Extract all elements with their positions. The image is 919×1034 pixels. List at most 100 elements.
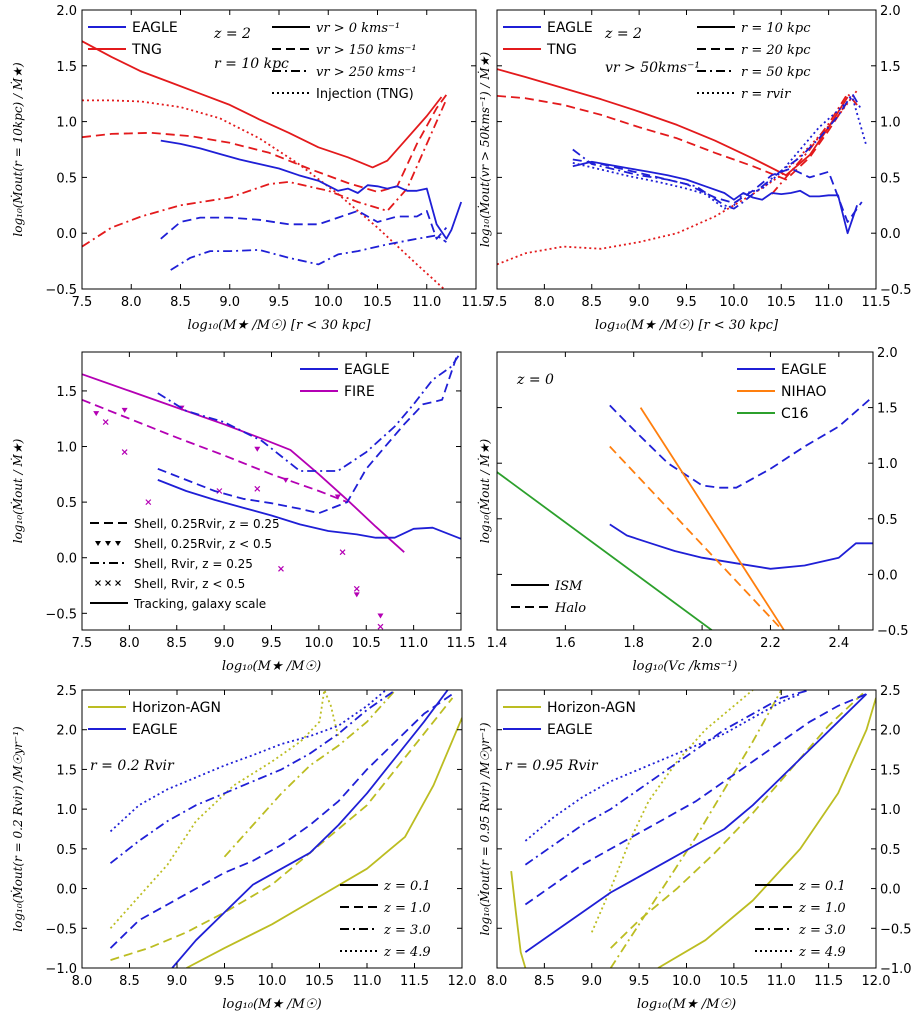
series-line <box>157 479 461 540</box>
legend: EAGLE TNG vr > 0 kms⁻¹ vr > 150 kms⁻¹ vr > 2… <box>88 20 417 102</box>
x-tick-label: 9.0 <box>629 295 650 310</box>
marker-triangle <box>254 446 261 452</box>
y-tick-label: 1.0 <box>880 803 901 818</box>
x-axis-label: log₁₀(Vc /kms⁻¹) <box>632 659 737 674</box>
legend-label: z = 0.1 <box>798 879 846 894</box>
series-group <box>510 690 876 968</box>
x-tick-label: 9.5 <box>214 974 235 989</box>
y-tick-label: 0.5 <box>56 843 77 858</box>
x-axis-label: log₁₀(M★ /M☉) [r < 30 kpc] <box>187 318 371 333</box>
y-tick-label: 0.0 <box>880 883 901 898</box>
legend-marker-triangle <box>115 541 121 546</box>
series-line <box>572 92 863 210</box>
marker-triangle <box>377 613 384 619</box>
x-tick-label: 10.0 <box>304 636 333 651</box>
legend-marker-cross <box>115 580 121 586</box>
y-tick-label: 0.0 <box>56 552 77 567</box>
legend-label: EAGLE <box>132 722 178 738</box>
series-line <box>609 690 783 968</box>
y-tick-label: −1.0 <box>880 962 912 977</box>
x-tick-label: 10.5 <box>352 636 381 651</box>
series-group <box>497 395 873 630</box>
y-tick-label: 0.0 <box>56 883 77 898</box>
legend-label: Shell, Rvir, z = 0.25 <box>134 557 253 571</box>
x-tick-label: 1.6 <box>555 636 576 651</box>
legend-label: vr > 250 kms⁻¹ <box>316 65 417 80</box>
x-tick-label: 1.8 <box>623 636 644 651</box>
legend-label: z = 3.0 <box>798 923 846 938</box>
series-group <box>109 690 462 968</box>
series-line <box>82 94 448 193</box>
marker-cross <box>353 585 360 592</box>
x-tick-label: 8.5 <box>534 974 555 989</box>
marker-cross <box>121 449 128 456</box>
marker-cross <box>102 419 109 425</box>
series-line <box>771 92 858 195</box>
legend-label: z = 1.0 <box>383 901 431 916</box>
x-tick-label: 12.0 <box>862 974 891 989</box>
legend-label: r = 50 kpc <box>741 65 811 80</box>
series-line <box>572 158 863 223</box>
y-tick-label: 0.0 <box>877 568 898 583</box>
x-tick-label: 1.4 <box>487 636 508 651</box>
x-tick-label: 10.5 <box>363 295 392 310</box>
x-tick-label: 11.5 <box>814 974 843 989</box>
legend-label: Tracking, galaxy scale <box>133 597 266 611</box>
x-tick-label: 9.0 <box>219 295 240 310</box>
legend-marker-cross <box>105 580 111 586</box>
marker-cross <box>254 485 261 492</box>
series-line <box>186 717 462 968</box>
y-axis-label: log₁₀(Ṁout(r = 0.95 Rvir) /M☉yr⁻¹) <box>477 722 492 935</box>
y-tick-label: 2.0 <box>877 346 898 361</box>
y-tick-label: −0.5 <box>877 624 909 639</box>
legend: EAGLE FIRE Shell, 0.25Rvir, z = 0.25 Shell,… <box>90 362 390 611</box>
x-tick-label: 10.5 <box>305 974 334 989</box>
legend-marker-cross <box>95 580 101 586</box>
series-group <box>82 40 463 289</box>
y-tick-label: −0.5 <box>45 607 77 622</box>
x-tick-label: 9.0 <box>581 974 602 989</box>
x-tick-label: 11.5 <box>462 295 491 310</box>
legend-label: r = rvir <box>741 87 791 102</box>
y-tick-label: −1.0 <box>45 962 77 977</box>
series-line <box>157 357 458 515</box>
y-tick-label: 0.5 <box>880 171 901 186</box>
legend: Horizon-AGN EAGLE z = 0.1 z = 1.0 z = 3.0 z =… <box>503 700 846 960</box>
legend-label: z = 1.0 <box>798 901 846 916</box>
series-line <box>609 395 873 489</box>
panel-p4: 1.4 1.6 1.8 2.0 2.2 2.4 −0.5 0.0 0.5 1.0 1.5 2.0 log… <box>477 346 909 674</box>
x-tick-label: 8.5 <box>166 636 187 651</box>
x-tick-label: 10.0 <box>719 295 748 310</box>
marker-cross <box>339 549 346 556</box>
legend-label: C16 <box>781 406 809 422</box>
y-tick-label: 1.5 <box>877 402 898 417</box>
legend-label: Horizon-AGN <box>132 700 221 716</box>
x-tick-label: 8.0 <box>534 295 555 310</box>
x-tick-label: 9.0 <box>214 636 235 651</box>
x-tick-label: 7.5 <box>487 295 508 310</box>
series-line <box>572 160 858 235</box>
y-axis-label: log₁₀(Ṁout(r = 0.2 Rvir) /M☉yr⁻¹) <box>10 726 25 932</box>
series-line <box>109 690 387 833</box>
legend-label: Injection (TNG) <box>316 87 414 102</box>
legend-label: EAGLE <box>547 20 593 36</box>
y-tick-label: 1.0 <box>56 803 77 818</box>
x-axis-label: log₁₀(M★ /M☉) <box>222 659 321 674</box>
annotation: vr > 50kms⁻¹ <box>605 60 700 76</box>
y-axis-label: log₁₀(Ṁout / Ṁ★) <box>477 438 492 543</box>
x-tick-label: 10.0 <box>672 974 701 989</box>
y-tick-label: 1.0 <box>56 441 77 456</box>
series-line <box>160 139 463 240</box>
series-line <box>510 870 527 968</box>
y-tick-label: 0.5 <box>56 496 77 511</box>
y-tick-label: 1.0 <box>880 116 901 131</box>
x-axis-label: log₁₀(M★ /M☉) [r < 30 kpc] <box>595 318 779 333</box>
series-line <box>82 99 446 289</box>
y-tick-label: 2.0 <box>56 4 77 19</box>
y-tick-label: 1.0 <box>877 457 898 472</box>
series-line <box>82 40 443 169</box>
series-line <box>639 407 785 630</box>
y-tick-label: 0.0 <box>880 227 901 242</box>
series-line <box>223 690 397 858</box>
